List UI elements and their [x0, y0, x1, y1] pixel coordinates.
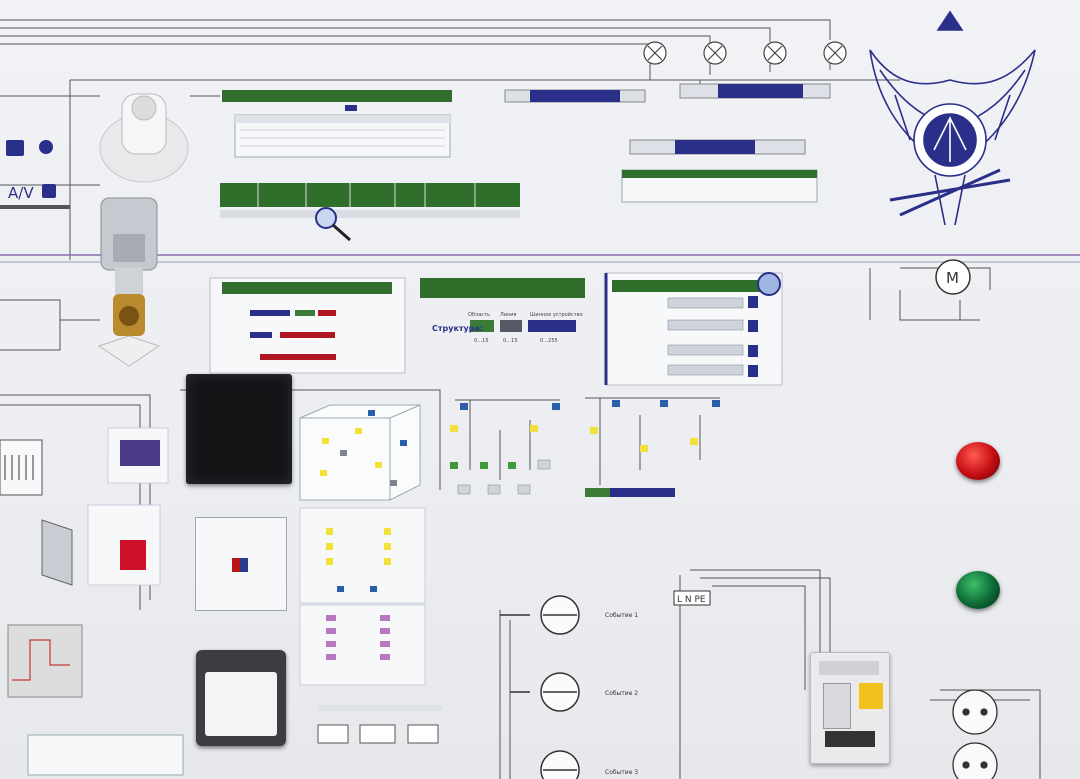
structure-range-1: 0…15	[474, 338, 489, 344]
lower-tables	[299, 507, 443, 744]
telegram-table-top	[220, 90, 520, 242]
address-panel	[209, 277, 406, 374]
structure-area: Область	[468, 312, 490, 318]
terminal-label: L N PE	[677, 595, 706, 605]
red-indicator-lamp	[956, 442, 1000, 480]
wall-push-button[interactable]	[196, 650, 286, 746]
event-2-label: Событие 2	[605, 690, 638, 697]
outlet-symbols	[952, 689, 998, 779]
filter-table-panel	[604, 272, 783, 386]
event-lamps	[500, 595, 580, 779]
structure-line: Линия	[500, 312, 517, 318]
push-button-rocker[interactable]	[205, 672, 277, 736]
touch-display[interactable]	[186, 374, 292, 484]
topology-3d	[299, 404, 421, 501]
university-emblem	[869, 10, 1036, 226]
left-lower-diagrams	[0, 427, 184, 776]
topology-tree-1	[450, 399, 560, 495]
motor-label: M	[946, 269, 959, 287]
av-label: A/V	[8, 184, 34, 202]
residual-current-breaker[interactable]	[810, 652, 890, 764]
topology-tree-2	[585, 397, 720, 497]
telegram-bars	[504, 83, 831, 203]
event-3-label: Событие 3	[605, 769, 638, 776]
structure-label: Структура:	[432, 324, 483, 333]
green-indicator-lamp	[956, 571, 1000, 609]
event-1-label: Событие 1	[605, 612, 638, 619]
indicator-module	[195, 517, 287, 611]
structure-range-3: 0…255	[540, 338, 558, 344]
structure-bus-device: Шинное устройство	[530, 311, 583, 318]
light-socket	[99, 93, 189, 183]
status-led-icon	[232, 558, 248, 572]
structure-panel: Структура: Область Линия Шинное устройст…	[420, 278, 585, 344]
structure-range-2: 0…15	[503, 338, 518, 344]
thermo-valve-actuator	[97, 197, 161, 367]
